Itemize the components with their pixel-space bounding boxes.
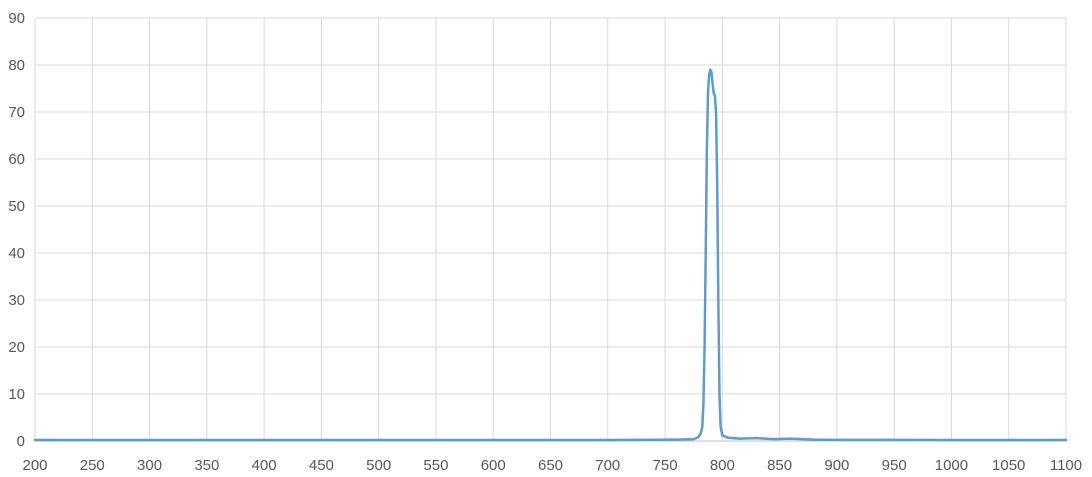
x-tick-label: 1000: [935, 457, 968, 474]
x-tick-label: 900: [824, 457, 849, 474]
y-tick-label: 70: [8, 104, 25, 121]
x-tick-label: 1100: [1050, 457, 1082, 474]
tick-labels: 0 10 20 30 40 50 60 70 80 90 200 250 300 350 400 450 500…: [8, 10, 1082, 474]
y-tick-label: 20: [8, 339, 25, 356]
y-tick-label: 90: [8, 10, 25, 27]
grid-layer: [34, 17, 1067, 441]
x-tick-label: 700: [595, 457, 620, 474]
x-tick-label: 950: [882, 457, 907, 474]
x-tick-label: 800: [710, 457, 735, 474]
y-tick-label: 0: [17, 433, 25, 450]
y-tick-label: 80: [8, 57, 25, 74]
x-tick-label: 300: [137, 457, 162, 474]
x-tick-label: 250: [80, 457, 105, 474]
x-tick-label: 600: [481, 457, 506, 474]
x-tick-label: 200: [22, 457, 47, 474]
x-tick-label: 650: [538, 457, 563, 474]
x-tick-label: 350: [194, 457, 219, 474]
x-tick-label: 400: [252, 457, 277, 474]
x-tick-label: 550: [423, 457, 448, 474]
y-tick-label: 10: [8, 386, 25, 403]
x-tick-label: 750: [653, 457, 678, 474]
series-layer: [33, 68, 1068, 442]
y-tick-label: 50: [8, 198, 25, 215]
y-tick-label: 30: [8, 292, 25, 309]
x-tick-label: 450: [309, 457, 334, 474]
series-line-0: [33, 68, 1068, 442]
x-tick-label: 1050: [992, 457, 1025, 474]
x-tick-label: 500: [366, 457, 391, 474]
y-tick-label: 60: [8, 151, 25, 168]
x-tick-label: 850: [767, 457, 792, 474]
y-tick-label: 40: [8, 245, 25, 262]
